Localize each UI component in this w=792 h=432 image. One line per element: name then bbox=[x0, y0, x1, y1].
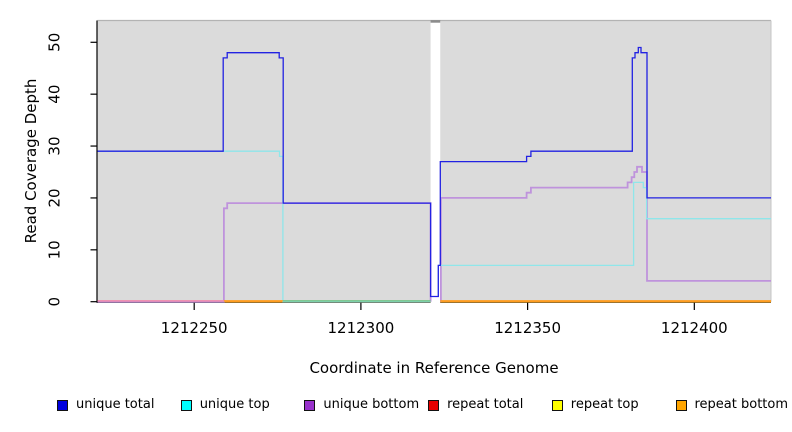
y-axis-title: Read Coverage Depth bbox=[22, 78, 40, 244]
y-tick-label: 20 bbox=[46, 188, 64, 207]
y-tick-label: 10 bbox=[46, 240, 64, 259]
y-tick-label: 50 bbox=[46, 33, 64, 52]
series-line-unique-top bbox=[97, 150, 771, 303]
y-tick-label: 30 bbox=[46, 137, 64, 156]
gap-band bbox=[430, 20, 441, 304]
x-tick-label: 1212350 bbox=[494, 319, 561, 337]
series-line-unique-total bbox=[97, 46, 771, 298]
x-tick-label: 1212250 bbox=[161, 319, 228, 337]
x-tick-label: 1212300 bbox=[327, 319, 394, 337]
y-tick-label: 40 bbox=[46, 85, 64, 104]
x-axis-title: Coordinate in Reference Genome bbox=[309, 359, 559, 377]
x-tick-label: 1212400 bbox=[661, 319, 728, 337]
y-tick-label: 0 bbox=[46, 297, 64, 307]
